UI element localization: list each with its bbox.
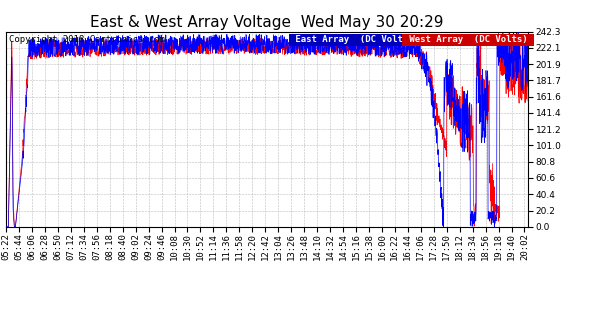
Text: Copyright 2018 Cartronics.com: Copyright 2018 Cartronics.com: [8, 35, 164, 44]
Title: East & West Array Voltage  Wed May 30 20:29: East & West Array Voltage Wed May 30 20:…: [90, 15, 444, 30]
Text: West Array  (DC Volts): West Array (DC Volts): [404, 35, 533, 44]
Text: East Array  (DC Volts): East Array (DC Volts): [290, 35, 419, 44]
